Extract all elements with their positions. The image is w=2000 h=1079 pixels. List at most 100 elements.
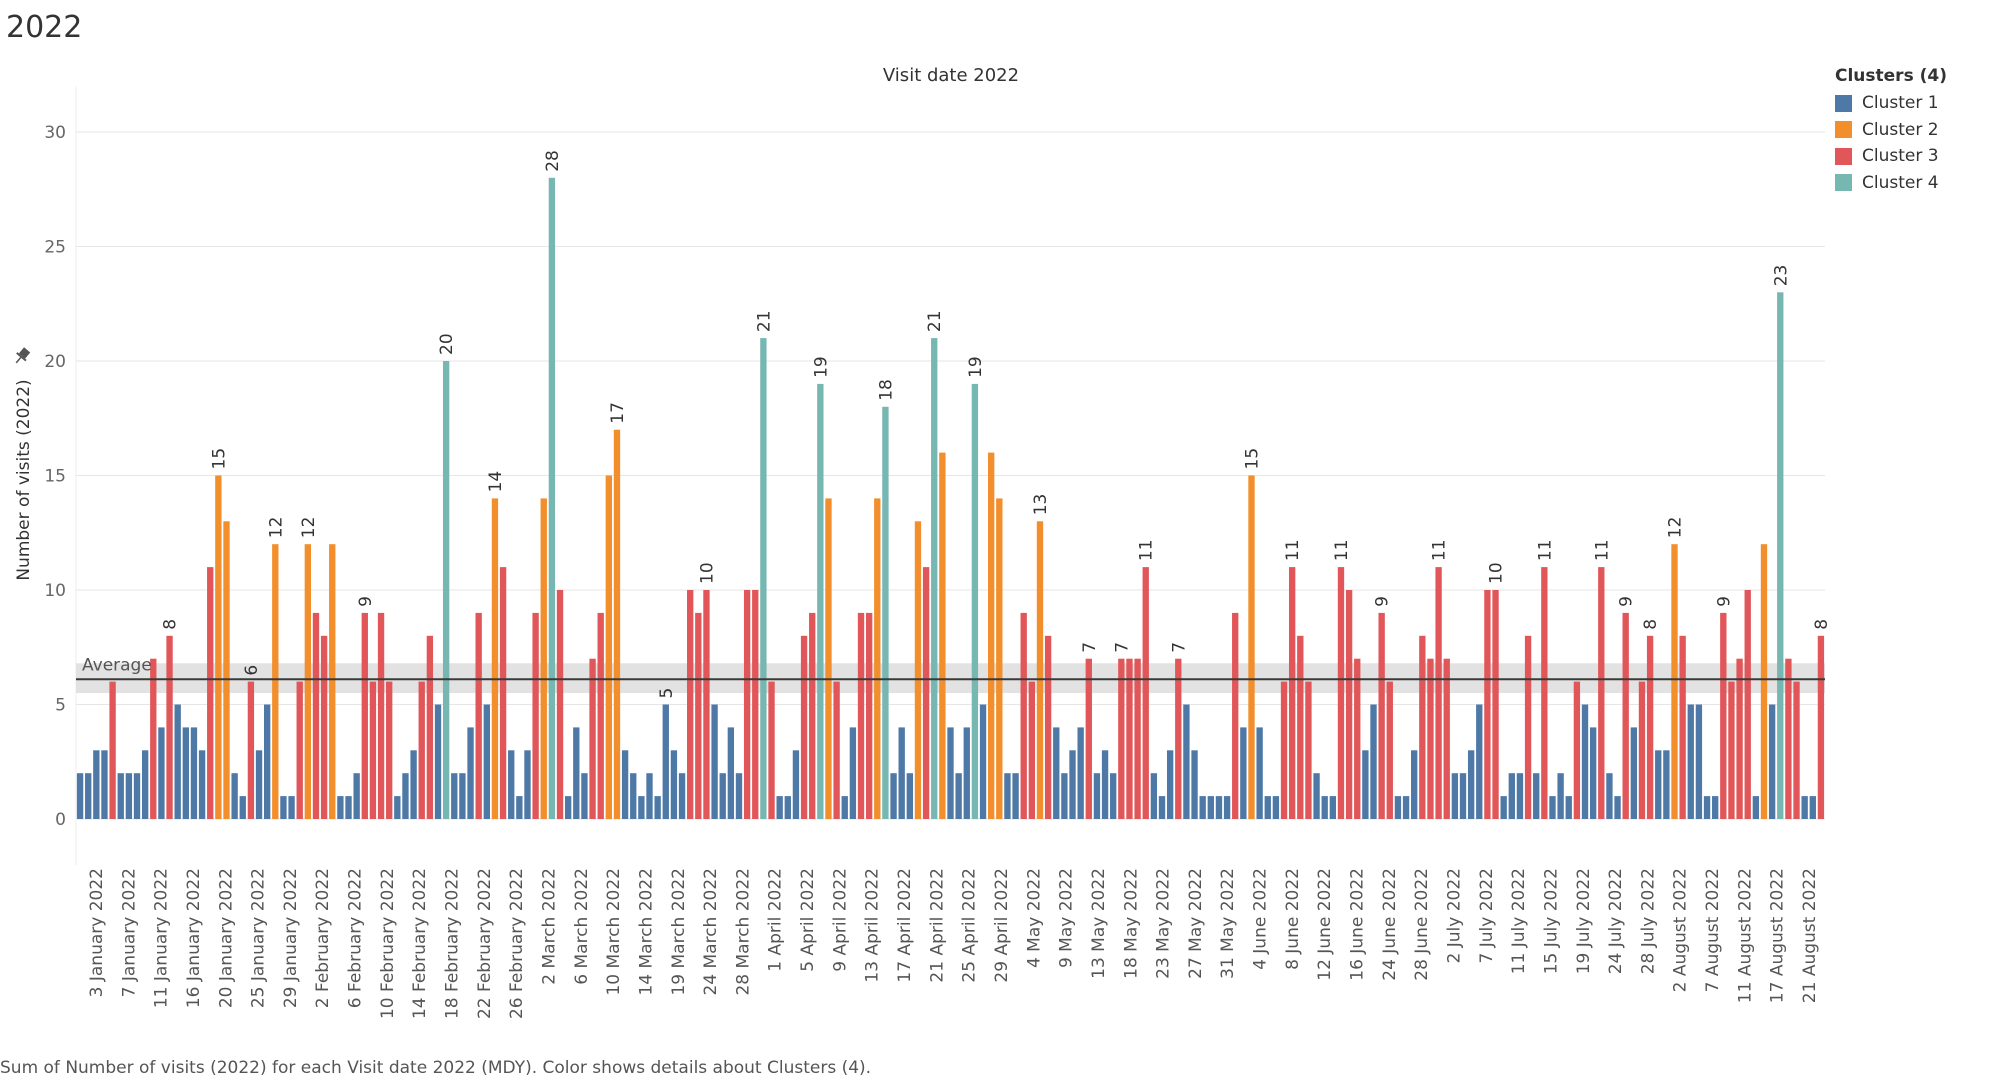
bar[interactable] bbox=[573, 727, 580, 819]
bar[interactable] bbox=[1166, 750, 1174, 819]
bar[interactable] bbox=[988, 452, 995, 819]
bar[interactable] bbox=[1646, 635, 1654, 819]
bar[interactable] bbox=[760, 338, 767, 819]
bar[interactable] bbox=[1573, 681, 1581, 819]
bar[interactable] bbox=[1183, 704, 1190, 820]
bar[interactable] bbox=[1744, 590, 1751, 819]
bar[interactable] bbox=[1272, 796, 1280, 819]
bar[interactable] bbox=[1459, 773, 1467, 819]
bar[interactable] bbox=[85, 773, 92, 819]
bar[interactable] bbox=[459, 773, 466, 819]
bar[interactable] bbox=[1321, 796, 1328, 819]
bar[interactable] bbox=[1004, 773, 1011, 819]
bar[interactable] bbox=[727, 727, 735, 819]
bar[interactable] bbox=[442, 361, 450, 819]
bar[interactable] bbox=[532, 612, 539, 819]
legend-item-cluster-3[interactable]: Cluster 3 bbox=[1835, 143, 1947, 170]
bar[interactable] bbox=[320, 635, 328, 819]
bar[interactable] bbox=[158, 727, 165, 819]
bar[interactable] bbox=[1687, 704, 1694, 820]
bar[interactable] bbox=[874, 498, 881, 819]
bar[interactable] bbox=[1158, 796, 1166, 819]
bar[interactable] bbox=[304, 544, 312, 819]
bar[interactable] bbox=[1492, 590, 1499, 819]
bar[interactable] bbox=[1801, 796, 1808, 819]
bar[interactable] bbox=[239, 796, 246, 819]
bar[interactable] bbox=[508, 750, 515, 819]
bar[interactable] bbox=[947, 727, 954, 819]
bar[interactable] bbox=[1044, 635, 1052, 819]
bar[interactable] bbox=[296, 681, 303, 819]
bar[interactable] bbox=[101, 750, 108, 819]
bar[interactable] bbox=[1256, 727, 1263, 819]
bar[interactable] bbox=[1378, 612, 1385, 819]
bar[interactable] bbox=[906, 773, 913, 819]
bar[interactable] bbox=[613, 429, 621, 819]
bar[interactable] bbox=[117, 773, 124, 819]
bar[interactable] bbox=[833, 681, 840, 819]
bar[interactable] bbox=[76, 773, 84, 819]
bar[interactable] bbox=[1199, 796, 1206, 819]
bar[interactable] bbox=[207, 567, 214, 819]
bar[interactable] bbox=[1118, 658, 1125, 819]
bar[interactable] bbox=[451, 773, 458, 819]
bar[interactable] bbox=[133, 773, 141, 819]
bar[interactable] bbox=[971, 383, 979, 819]
bar[interactable] bbox=[93, 750, 100, 819]
bar[interactable] bbox=[703, 590, 710, 819]
bar[interactable] bbox=[914, 521, 922, 819]
bar[interactable] bbox=[263, 704, 271, 820]
bar[interactable] bbox=[1288, 567, 1296, 819]
bar[interactable] bbox=[890, 773, 897, 819]
bar[interactable] bbox=[1663, 750, 1670, 819]
bar[interactable] bbox=[1809, 796, 1816, 819]
bar[interactable] bbox=[1712, 796, 1719, 819]
bar[interactable] bbox=[1541, 567, 1548, 819]
bar[interactable] bbox=[1703, 796, 1711, 819]
bar[interactable] bbox=[1793, 681, 1800, 819]
bar[interactable] bbox=[377, 612, 385, 819]
bar[interactable] bbox=[1101, 750, 1109, 819]
bar[interactable] bbox=[1728, 681, 1735, 819]
bar[interactable] bbox=[1191, 750, 1198, 819]
bar[interactable] bbox=[752, 590, 759, 819]
bar[interactable] bbox=[1402, 796, 1410, 819]
bar[interactable] bbox=[1817, 635, 1825, 819]
bar[interactable] bbox=[1736, 658, 1743, 819]
bar[interactable] bbox=[1232, 612, 1239, 819]
bar[interactable] bbox=[1622, 612, 1629, 819]
bar[interactable] bbox=[1533, 773, 1540, 819]
bar[interactable] bbox=[825, 498, 832, 819]
bar[interactable] bbox=[1419, 635, 1426, 819]
bar[interactable] bbox=[1508, 773, 1515, 819]
bar[interactable] bbox=[687, 590, 694, 819]
bar[interactable] bbox=[931, 338, 938, 819]
bar[interactable] bbox=[1630, 727, 1638, 819]
bar[interactable] bbox=[1223, 796, 1231, 819]
bar[interactable] bbox=[1053, 727, 1060, 819]
bar[interactable] bbox=[1785, 658, 1792, 819]
bar[interactable] bbox=[1581, 704, 1589, 820]
bar[interactable] bbox=[386, 681, 393, 819]
bar[interactable] bbox=[1175, 658, 1182, 819]
pin-icon[interactable] bbox=[12, 346, 32, 367]
bar[interactable] bbox=[1126, 658, 1133, 819]
bar[interactable] bbox=[1069, 750, 1076, 819]
bar[interactable] bbox=[556, 590, 564, 819]
bar[interactable] bbox=[1240, 727, 1247, 819]
bar[interactable] bbox=[898, 727, 905, 819]
bar[interactable] bbox=[255, 750, 263, 819]
bar[interactable] bbox=[662, 704, 669, 820]
bar[interactable] bbox=[1337, 567, 1345, 819]
bar[interactable] bbox=[939, 452, 946, 819]
bar[interactable] bbox=[369, 681, 377, 819]
bar[interactable] bbox=[1077, 727, 1084, 819]
bar[interactable] bbox=[1524, 635, 1532, 819]
bar[interactable] bbox=[1394, 796, 1402, 819]
bar[interactable] bbox=[670, 750, 678, 819]
bar[interactable] bbox=[1777, 292, 1784, 819]
bar[interactable] bbox=[800, 635, 808, 819]
legend-item-cluster-4[interactable]: Cluster 4 bbox=[1835, 170, 1947, 197]
bar[interactable] bbox=[1305, 681, 1312, 819]
bar[interactable] bbox=[857, 612, 865, 819]
